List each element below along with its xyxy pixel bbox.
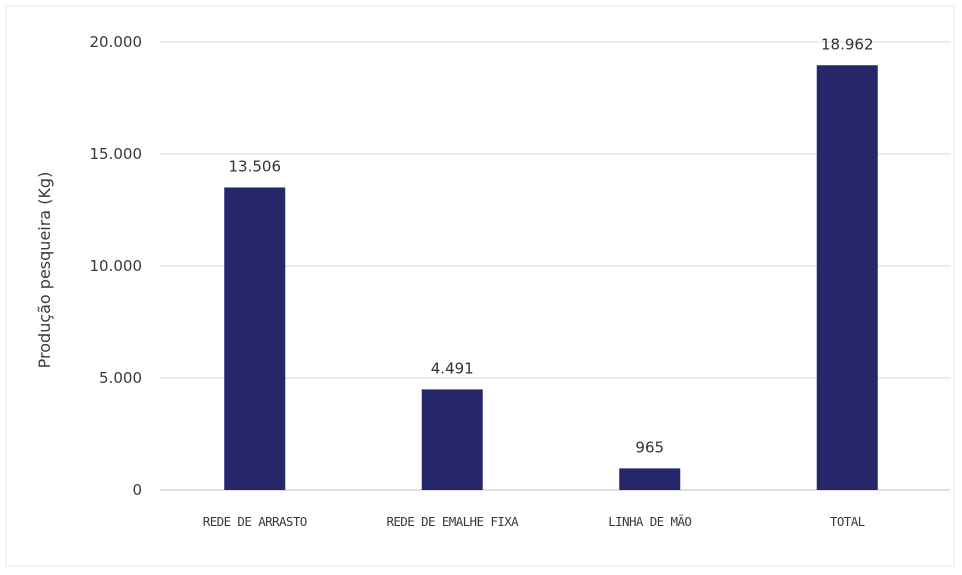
bar-value-label: 4.491 bbox=[431, 359, 474, 377]
y-tick-label: 20.000 bbox=[90, 33, 143, 51]
x-axis-categories: REDE DE ARRASTO REDE DE EMALHE FIXA LINHA … bbox=[203, 514, 865, 529]
bar bbox=[619, 468, 681, 490]
y-tick-label: 5.000 bbox=[99, 369, 142, 387]
bar-value-label: 18.962 bbox=[821, 35, 874, 53]
x-category-label: LINHA DE MÃO bbox=[608, 514, 691, 529]
bar bbox=[816, 65, 878, 491]
bar bbox=[224, 187, 286, 490]
y-axis-title: Produção pesqueira (Kg) bbox=[35, 172, 54, 369]
x-category-label: REDE DE EMALHE FIXA bbox=[386, 514, 519, 529]
bar-value-label: 13.506 bbox=[229, 157, 282, 175]
x-category-label: TOTAL bbox=[830, 514, 865, 529]
bar-value-label: 965 bbox=[635, 438, 664, 456]
bar bbox=[421, 389, 483, 490]
data-labels: 13.506 4.491 965 18.962 bbox=[229, 35, 874, 456]
y-axis-ticks: 0 5.000 10.000 15.000 20.000 bbox=[90, 33, 143, 499]
x-category-label: REDE DE ARRASTO bbox=[203, 514, 307, 529]
y-tick-label: 10.000 bbox=[90, 257, 143, 275]
y-tick-label: 0 bbox=[132, 481, 142, 499]
bars bbox=[224, 65, 878, 491]
y-tick-label: 15.000 bbox=[90, 145, 143, 163]
